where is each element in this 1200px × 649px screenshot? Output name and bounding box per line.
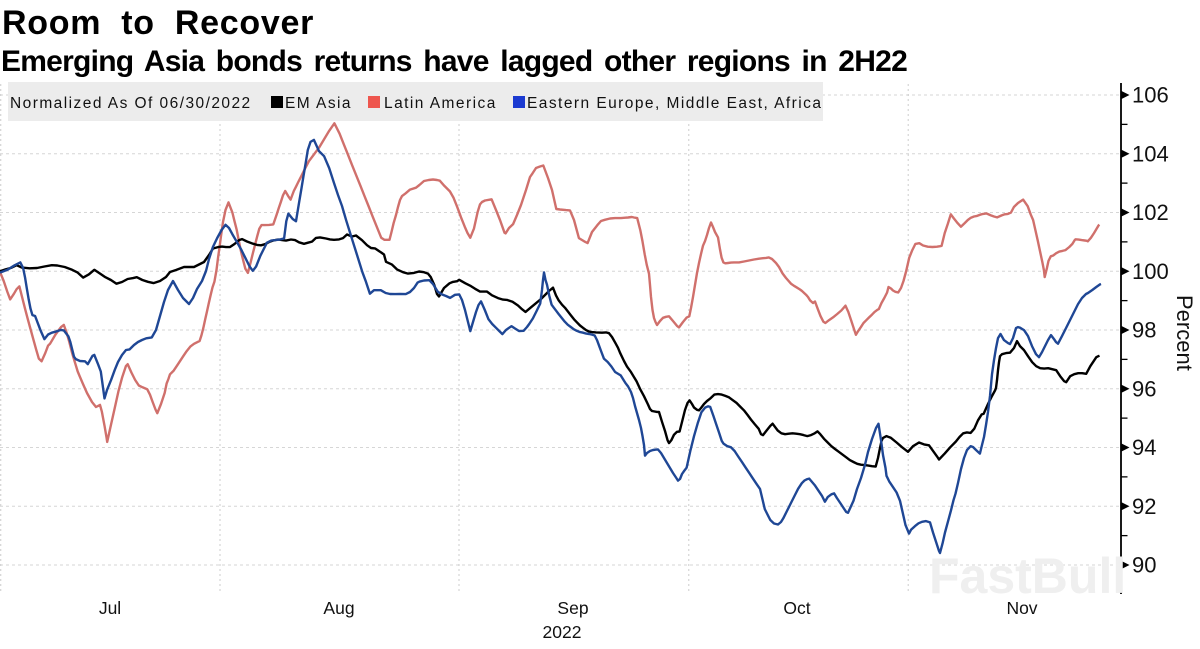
svg-text:Aug: Aug xyxy=(323,598,354,618)
svg-text:100: 100 xyxy=(1132,259,1169,284)
svg-text:Sep: Sep xyxy=(557,598,588,618)
svg-text:Oct: Oct xyxy=(783,598,810,618)
svg-text:102: 102 xyxy=(1132,200,1169,225)
svg-text:Percent: Percent xyxy=(1172,295,1197,371)
svg-text:104: 104 xyxy=(1132,141,1169,166)
svg-text:Jul: Jul xyxy=(99,598,121,618)
svg-text:94: 94 xyxy=(1132,435,1156,460)
svg-text:96: 96 xyxy=(1132,376,1156,401)
svg-text:2022: 2022 xyxy=(543,622,582,642)
svg-text:92: 92 xyxy=(1132,494,1156,519)
svg-text:98: 98 xyxy=(1132,318,1156,343)
svg-text:Nov: Nov xyxy=(1006,598,1037,618)
svg-text:90: 90 xyxy=(1132,553,1156,578)
svg-text:106: 106 xyxy=(1132,83,1169,108)
